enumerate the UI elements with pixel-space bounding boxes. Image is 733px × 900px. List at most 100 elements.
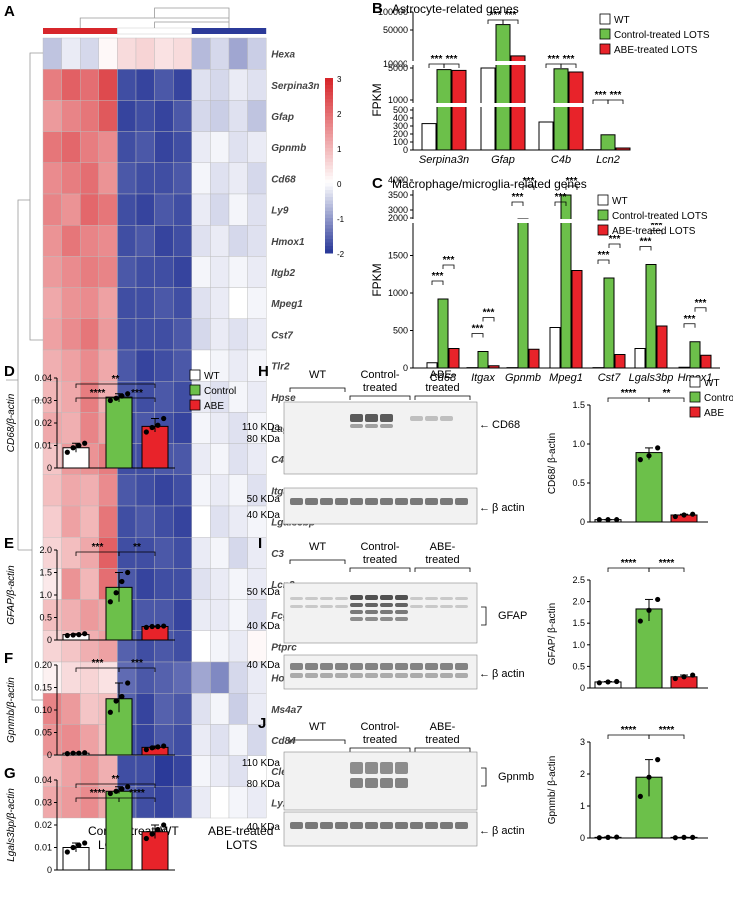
- scale-step: [325, 158, 333, 163]
- heatmap-cell: [135, 224, 155, 257]
- blot-band: [320, 605, 333, 608]
- band-arrow: ←: [479, 419, 490, 431]
- heatmap-cell: [79, 256, 99, 288]
- heatmap-cell: [79, 193, 99, 226]
- data-point: [161, 822, 167, 828]
- blot-band: [395, 762, 408, 774]
- heatmap-cell: [154, 661, 174, 694]
- legend-label: Control-treated LOTS: [612, 211, 708, 222]
- blot-band: [410, 597, 423, 600]
- legend-swatch: [599, 43, 611, 55]
- heatmap-cell: [210, 162, 230, 195]
- heatmap-cell: [228, 661, 248, 694]
- blot-band: [380, 663, 393, 670]
- blot-band: [290, 605, 303, 608]
- band-label: CD68: [492, 419, 520, 431]
- heatmap-cell: [172, 381, 192, 413]
- lane-bracket: [414, 747, 471, 752]
- heatmap-cell: [135, 349, 155, 382]
- scale-step: [325, 242, 333, 247]
- heatmap-cell: [210, 724, 230, 756]
- data-point: [76, 842, 82, 848]
- y-tick-label: 10000: [383, 59, 408, 69]
- heatmap-cell: [228, 630, 248, 663]
- blot-band: [380, 673, 393, 678]
- data-point: [596, 835, 602, 841]
- data-point: [155, 623, 161, 630]
- y-tick-label: 0: [47, 865, 52, 875]
- heatmap-cell: [210, 568, 230, 600]
- legend-label: ABE: [204, 401, 224, 412]
- heatmap-cell: [117, 193, 137, 226]
- significance-label: ***: [523, 176, 535, 187]
- heatmap-cell: [172, 193, 192, 226]
- heatmap-cell: [191, 193, 211, 226]
- data-point: [64, 632, 70, 639]
- lane-bracket: [289, 559, 346, 564]
- heatmap-cell: [210, 786, 230, 819]
- data-point: [672, 675, 678, 682]
- blot-band: [395, 610, 408, 614]
- data-point: [681, 512, 687, 518]
- significance-label: ***: [563, 54, 575, 65]
- data-point: [596, 680, 602, 686]
- heatmap-cell: [228, 568, 248, 600]
- heatmap-cell: [117, 349, 137, 382]
- heatmap-cell: [135, 68, 155, 101]
- heatmap-cell: [210, 318, 230, 351]
- data-point: [149, 424, 155, 431]
- panel-letter: I: [258, 535, 262, 552]
- y-tick-label: 1.5: [39, 568, 52, 578]
- blot-band: [365, 617, 378, 621]
- heatmap-cell: [42, 193, 62, 226]
- y-tick-label: 5000: [388, 63, 408, 73]
- blot-band: [350, 822, 363, 829]
- scale-step: [325, 207, 333, 212]
- lane-group-label: ABE-: [430, 721, 456, 733]
- y-tick-label: 1500: [388, 251, 408, 261]
- scale-step: [325, 221, 333, 226]
- band-label: β actin: [492, 502, 525, 514]
- heatmap-cell: [172, 224, 192, 257]
- heatmap-cell: [247, 162, 267, 195]
- scale-tick: 1: [337, 145, 342, 154]
- heatmap-cell: [154, 100, 174, 132]
- heatmap-cell: [154, 537, 174, 569]
- significance-label: ***: [695, 298, 707, 309]
- heatmap-cell: [210, 412, 230, 444]
- data-point: [113, 788, 119, 794]
- heatmap-cell: [228, 724, 248, 756]
- significance-bracket: [431, 280, 444, 285]
- heatmap-cell: [172, 162, 192, 195]
- significance-bracket: [648, 397, 685, 402]
- heatmap-cell: [79, 37, 99, 70]
- heatmap-cell: [42, 224, 62, 257]
- y-tick-label: 0: [47, 750, 52, 760]
- heatmap-cell: [191, 287, 211, 320]
- heatmap-cell: [247, 318, 267, 351]
- blot-band: [335, 663, 348, 670]
- blot-membrane: [283, 401, 478, 475]
- gene-label: Gfap: [271, 112, 294, 123]
- heatmap-cell: [42, 287, 62, 320]
- gene-label: Cd68: [271, 174, 296, 185]
- significance-bracket: [511, 201, 524, 206]
- heatmap-cell: [210, 224, 230, 257]
- y-axis-label: CD68/β-actin: [6, 393, 17, 452]
- heatmap-cell: [228, 474, 248, 507]
- y-tick-label: 1.0: [39, 590, 52, 600]
- scale-step: [325, 228, 333, 233]
- blot-band: [335, 498, 348, 505]
- heatmap-cell: [172, 100, 192, 132]
- heatmap-cell: [79, 287, 99, 320]
- heatmap-cell: [42, 162, 62, 195]
- scale-step: [325, 211, 333, 215]
- data-point: [614, 517, 620, 523]
- data-point: [107, 599, 113, 605]
- data-point: [655, 757, 661, 763]
- data-point: [119, 786, 125, 792]
- y-tick-label: 2: [580, 769, 585, 779]
- band-arrow: ←: [479, 502, 490, 514]
- gene-label: Cst7: [271, 330, 293, 341]
